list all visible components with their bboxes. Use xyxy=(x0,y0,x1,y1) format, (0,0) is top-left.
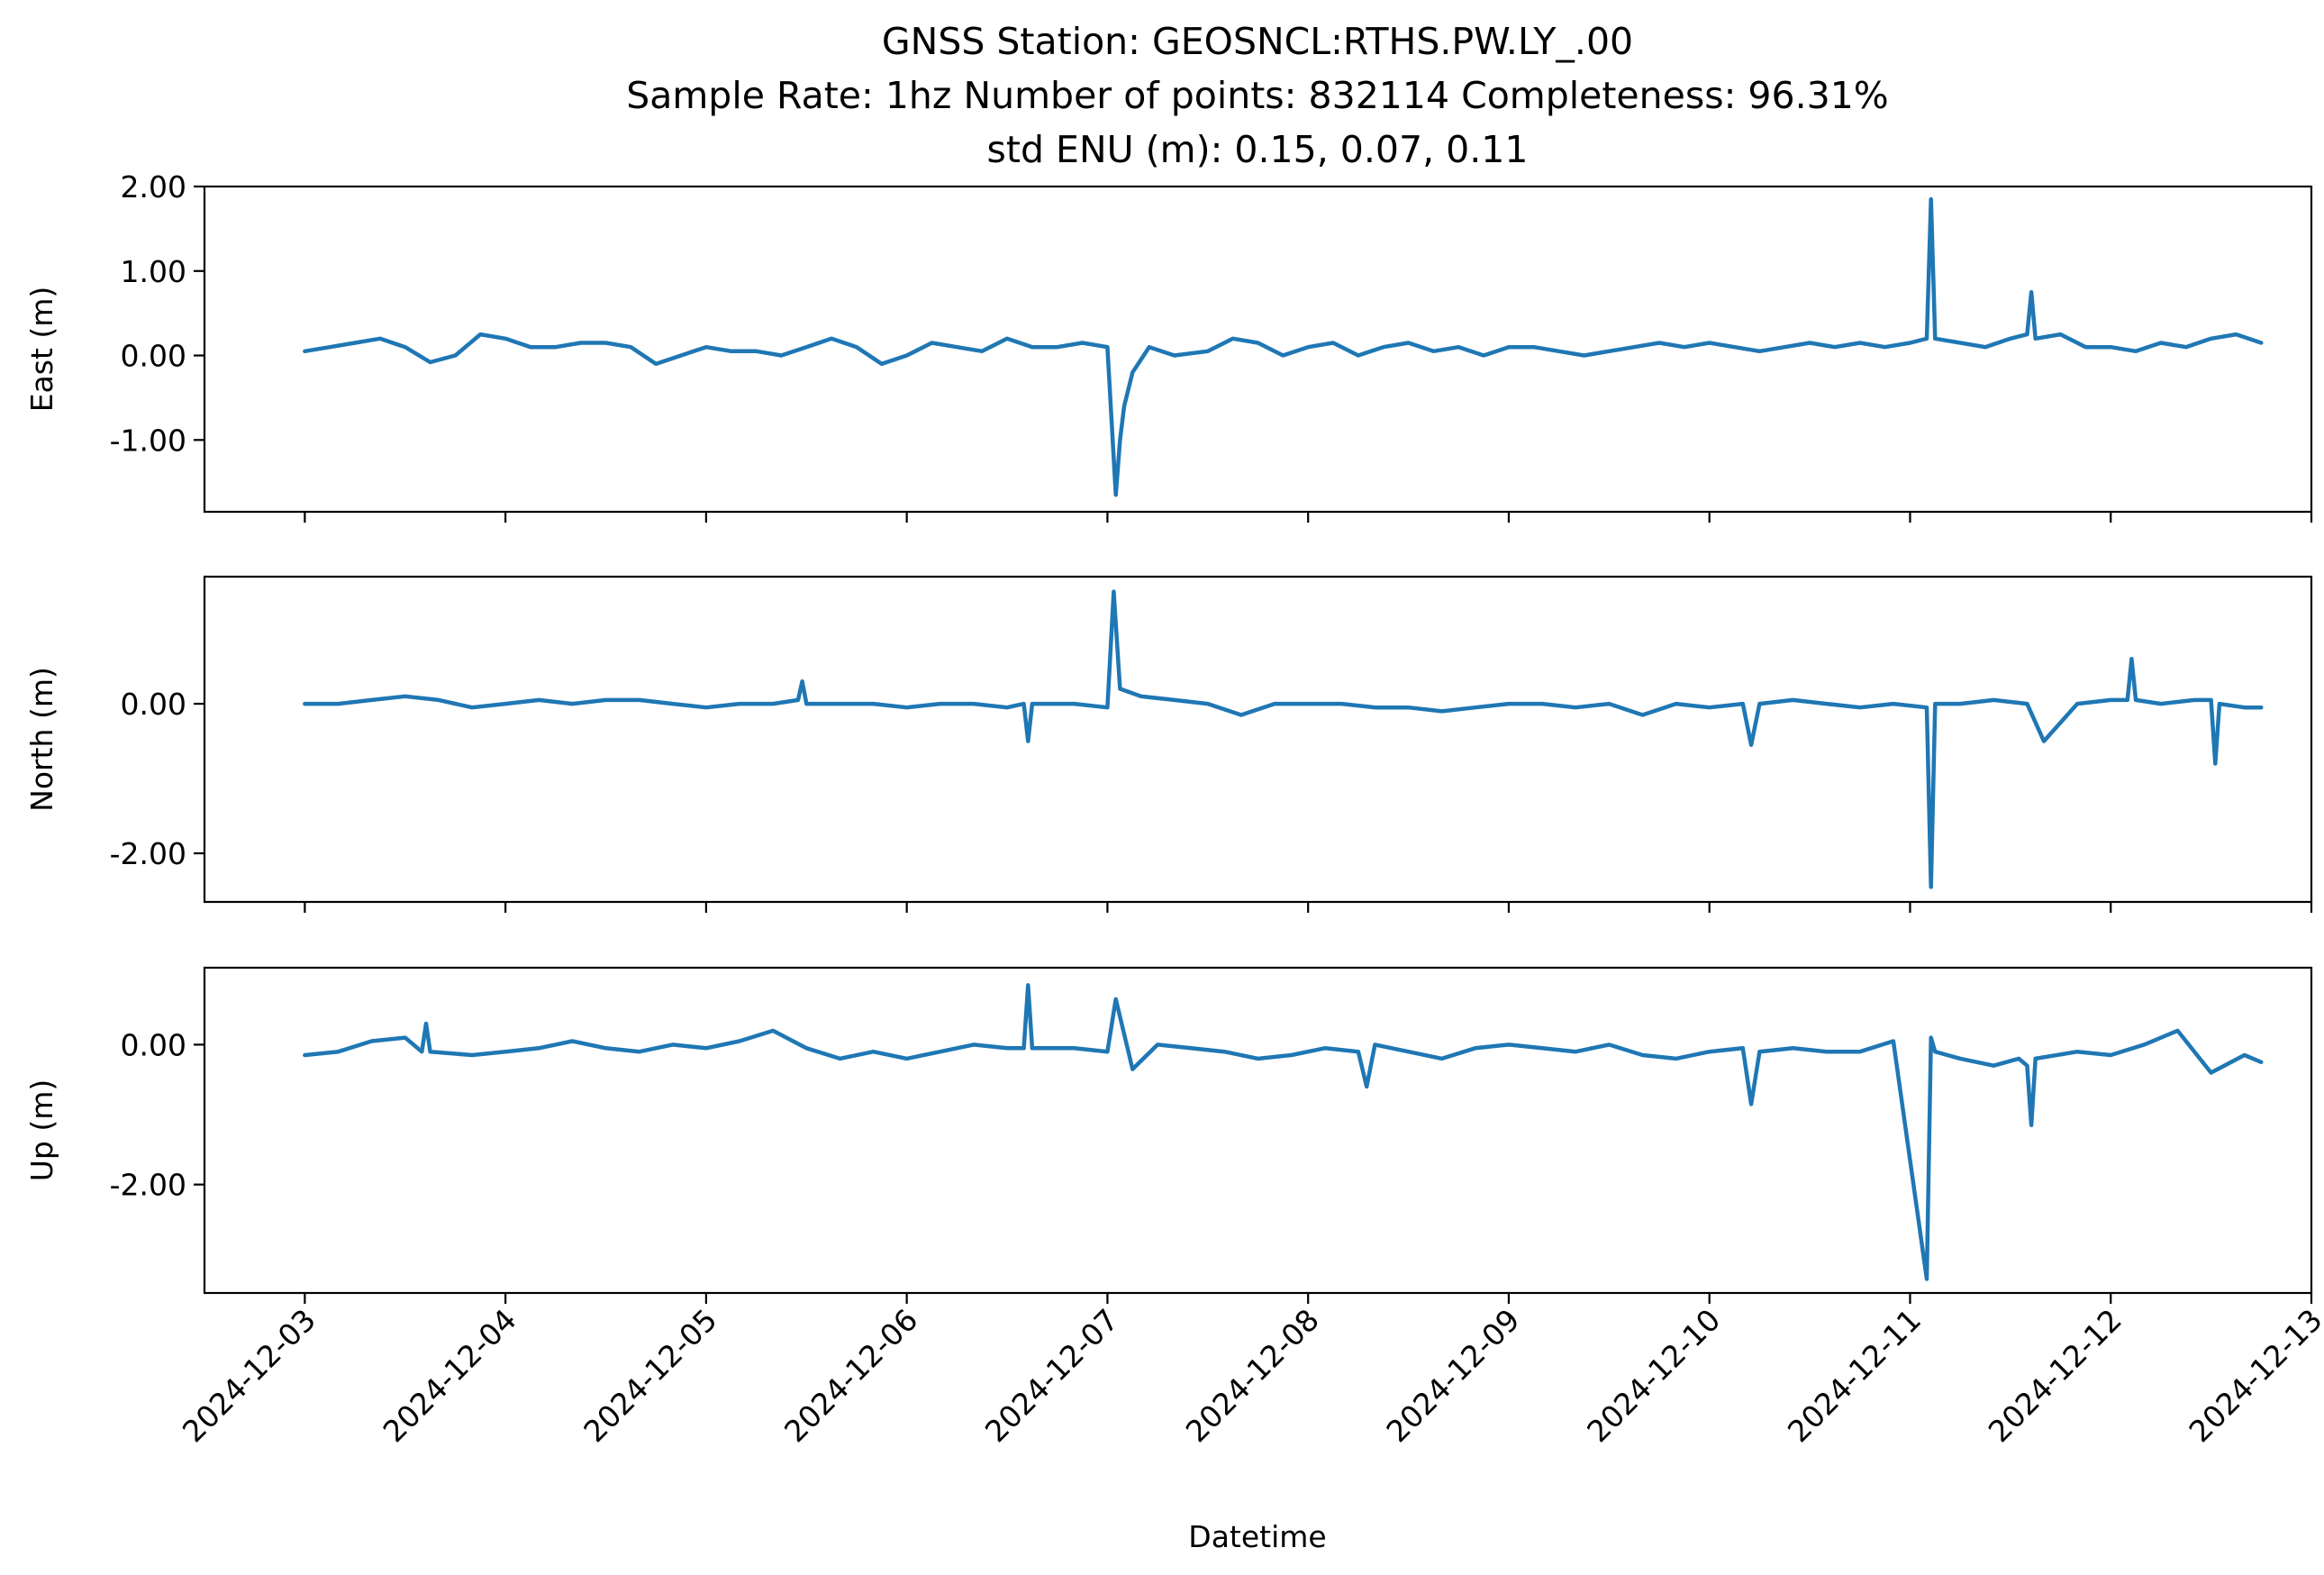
subplot-east: 2.00 1.00 0.00 -1.00 East (m) xyxy=(24,169,2313,523)
y-axis-label: East (m) xyxy=(24,287,59,413)
series-line xyxy=(303,983,2264,1281)
x-tick-label: 2024-12-10 xyxy=(1580,1302,1727,1449)
y-tick-label: -1.00 xyxy=(110,423,186,458)
title-line-3: std ENU (m): 0.15, 0.07, 0.11 xyxy=(987,128,1529,171)
x-tick-label: 2024-12-06 xyxy=(777,1302,924,1449)
x-tick-label: 2024-12-12 xyxy=(1982,1302,2129,1449)
x-tick-label: 2024-12-09 xyxy=(1379,1302,1526,1449)
plot-frame xyxy=(203,575,2313,904)
series-line xyxy=(303,589,2264,889)
y-tick-label: 0.00 xyxy=(121,1027,186,1062)
plot-frame xyxy=(203,966,2313,1295)
x-tick-label: 2024-12-03 xyxy=(176,1302,322,1449)
title-line-2: Sample Rate: 1hz Number of points: 83211… xyxy=(626,74,1889,117)
subplots: 2.00 1.00 0.00 -1.00 East (m) 0.00 -2.00 North … xyxy=(24,169,2313,1304)
series-line xyxy=(303,196,2264,497)
y-tick-label: 2.00 xyxy=(121,169,186,205)
x-tick-label: 2024-12-05 xyxy=(576,1302,723,1449)
y-tick-label: 1.00 xyxy=(121,254,186,289)
x-tick-label: 2024-12-13 xyxy=(2182,1302,2324,1449)
plot-frame xyxy=(203,185,2313,514)
title-line-1: GNSS Station: GEOSNCL:RTHS.PW.LY_.00 xyxy=(882,20,1633,63)
x-tick-label: 2024-12-08 xyxy=(1179,1302,1326,1449)
x-axis-ticks: 2024-12-03 2024-12-04 2024-12-05 2024-12-06… xyxy=(176,1302,2324,1449)
y-tick-label: -2.00 xyxy=(110,836,186,871)
x-axis-label: Datetime xyxy=(1188,1519,1326,1554)
subplot-up: 0.00 -2.00 Up (m) xyxy=(24,966,2313,1304)
figure-title: GNSS Station: GEOSNCL:RTHS.PW.LY_.00 Sam… xyxy=(626,20,1889,171)
y-tick-label: 0.00 xyxy=(121,339,186,374)
y-axis-label: Up (m) xyxy=(24,1079,59,1182)
y-tick-label: -2.00 xyxy=(110,1168,186,1203)
y-tick-label: 0.00 xyxy=(121,687,186,722)
subplot-north: 0.00 -2.00 North (m) xyxy=(24,575,2313,913)
x-tick-label: 2024-12-04 xyxy=(377,1302,523,1449)
x-tick-label: 2024-12-11 xyxy=(1781,1302,1928,1449)
y-axis-label: North (m) xyxy=(24,667,59,812)
x-tick-label: 2024-12-07 xyxy=(978,1302,1125,1449)
